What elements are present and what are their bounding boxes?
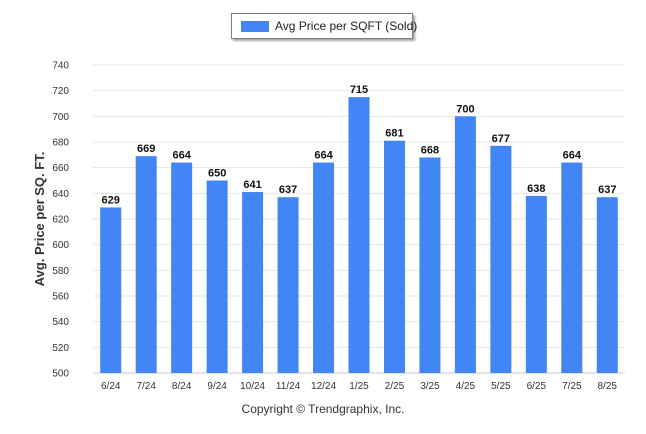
data-label: 700 — [456, 103, 474, 115]
data-label: 650 — [208, 168, 226, 180]
y-tick-label: 620 — [52, 215, 69, 226]
bar — [490, 145, 512, 373]
bar — [383, 140, 405, 373]
bar — [561, 162, 583, 373]
bar-chart: 500 520 540 560 580 600 620 640 660 680 700 720 740 6… — [32, 61, 625, 392]
x-tick-label: 9/24 — [207, 381, 227, 392]
y-tick-label: 580 — [52, 266, 69, 277]
legend: Avg Price per SQFT (Sold) — [231, 13, 417, 39]
x-tick-label: 11/24 — [276, 381, 301, 392]
bar — [171, 162, 193, 373]
y-tick-label: 600 — [52, 240, 69, 251]
data-label: 664 — [563, 150, 582, 162]
x-tick-label: 7/24 — [136, 381, 156, 392]
y-tick-label: 520 — [52, 343, 69, 354]
y-tick-label: 640 — [52, 189, 69, 200]
data-label: 638 — [527, 183, 545, 195]
x-tick-label: 8/25 — [598, 381, 618, 392]
bar — [135, 156, 157, 373]
bar — [206, 180, 228, 373]
bar — [348, 97, 370, 373]
x-tick-label: 6/24 — [101, 381, 121, 392]
bar — [313, 162, 335, 373]
x-tick-label: 3/25 — [420, 381, 440, 392]
bar — [596, 197, 618, 373]
bar — [242, 192, 264, 373]
bar — [454, 116, 476, 373]
x-tick-label: 4/25 — [456, 381, 476, 392]
data-label: 637 — [598, 184, 616, 196]
x-tick-label: 6/25 — [527, 381, 547, 392]
x-tick-label: 12/24 — [311, 381, 336, 392]
x-tick-label: 2/25 — [385, 381, 405, 392]
bar — [277, 197, 299, 373]
y-axis-title: Avg. Price per SQ. FT. — [32, 152, 47, 287]
data-label: 664 — [314, 150, 333, 162]
bar — [525, 195, 547, 373]
data-label: 677 — [492, 133, 510, 145]
bar — [419, 157, 441, 373]
copyright-text: Copyright © Trendgraphix, Inc. — [241, 402, 405, 416]
y-tick-label: 740 — [52, 61, 69, 72]
data-label: 641 — [243, 179, 261, 191]
y-tick-label: 540 — [52, 317, 69, 328]
data-label: 715 — [350, 84, 368, 96]
data-label: 637 — [279, 184, 297, 196]
data-label: 669 — [137, 143, 155, 155]
y-tick-label: 560 — [52, 292, 69, 303]
y-tick-label: 700 — [52, 112, 69, 123]
legend-label: Avg Price per SQFT (Sold) — [275, 19, 418, 33]
y-tick-label: 660 — [52, 163, 69, 174]
x-tick-label: 5/25 — [491, 381, 511, 392]
x-tick-label: 8/24 — [172, 381, 192, 392]
x-tick-label: 1/25 — [349, 381, 369, 392]
y-tick-label: 680 — [52, 138, 69, 149]
y-tick-label: 500 — [52, 369, 69, 380]
data-label: 668 — [421, 144, 439, 156]
x-tick-label: 10/24 — [240, 381, 265, 392]
x-tick-label: 7/25 — [562, 381, 582, 392]
data-label: 664 — [172, 150, 191, 162]
bar — [100, 207, 122, 373]
data-label: 629 — [102, 194, 120, 206]
y-tick-label: 720 — [52, 86, 69, 97]
legend-swatch — [241, 21, 269, 32]
data-label: 681 — [385, 128, 403, 140]
